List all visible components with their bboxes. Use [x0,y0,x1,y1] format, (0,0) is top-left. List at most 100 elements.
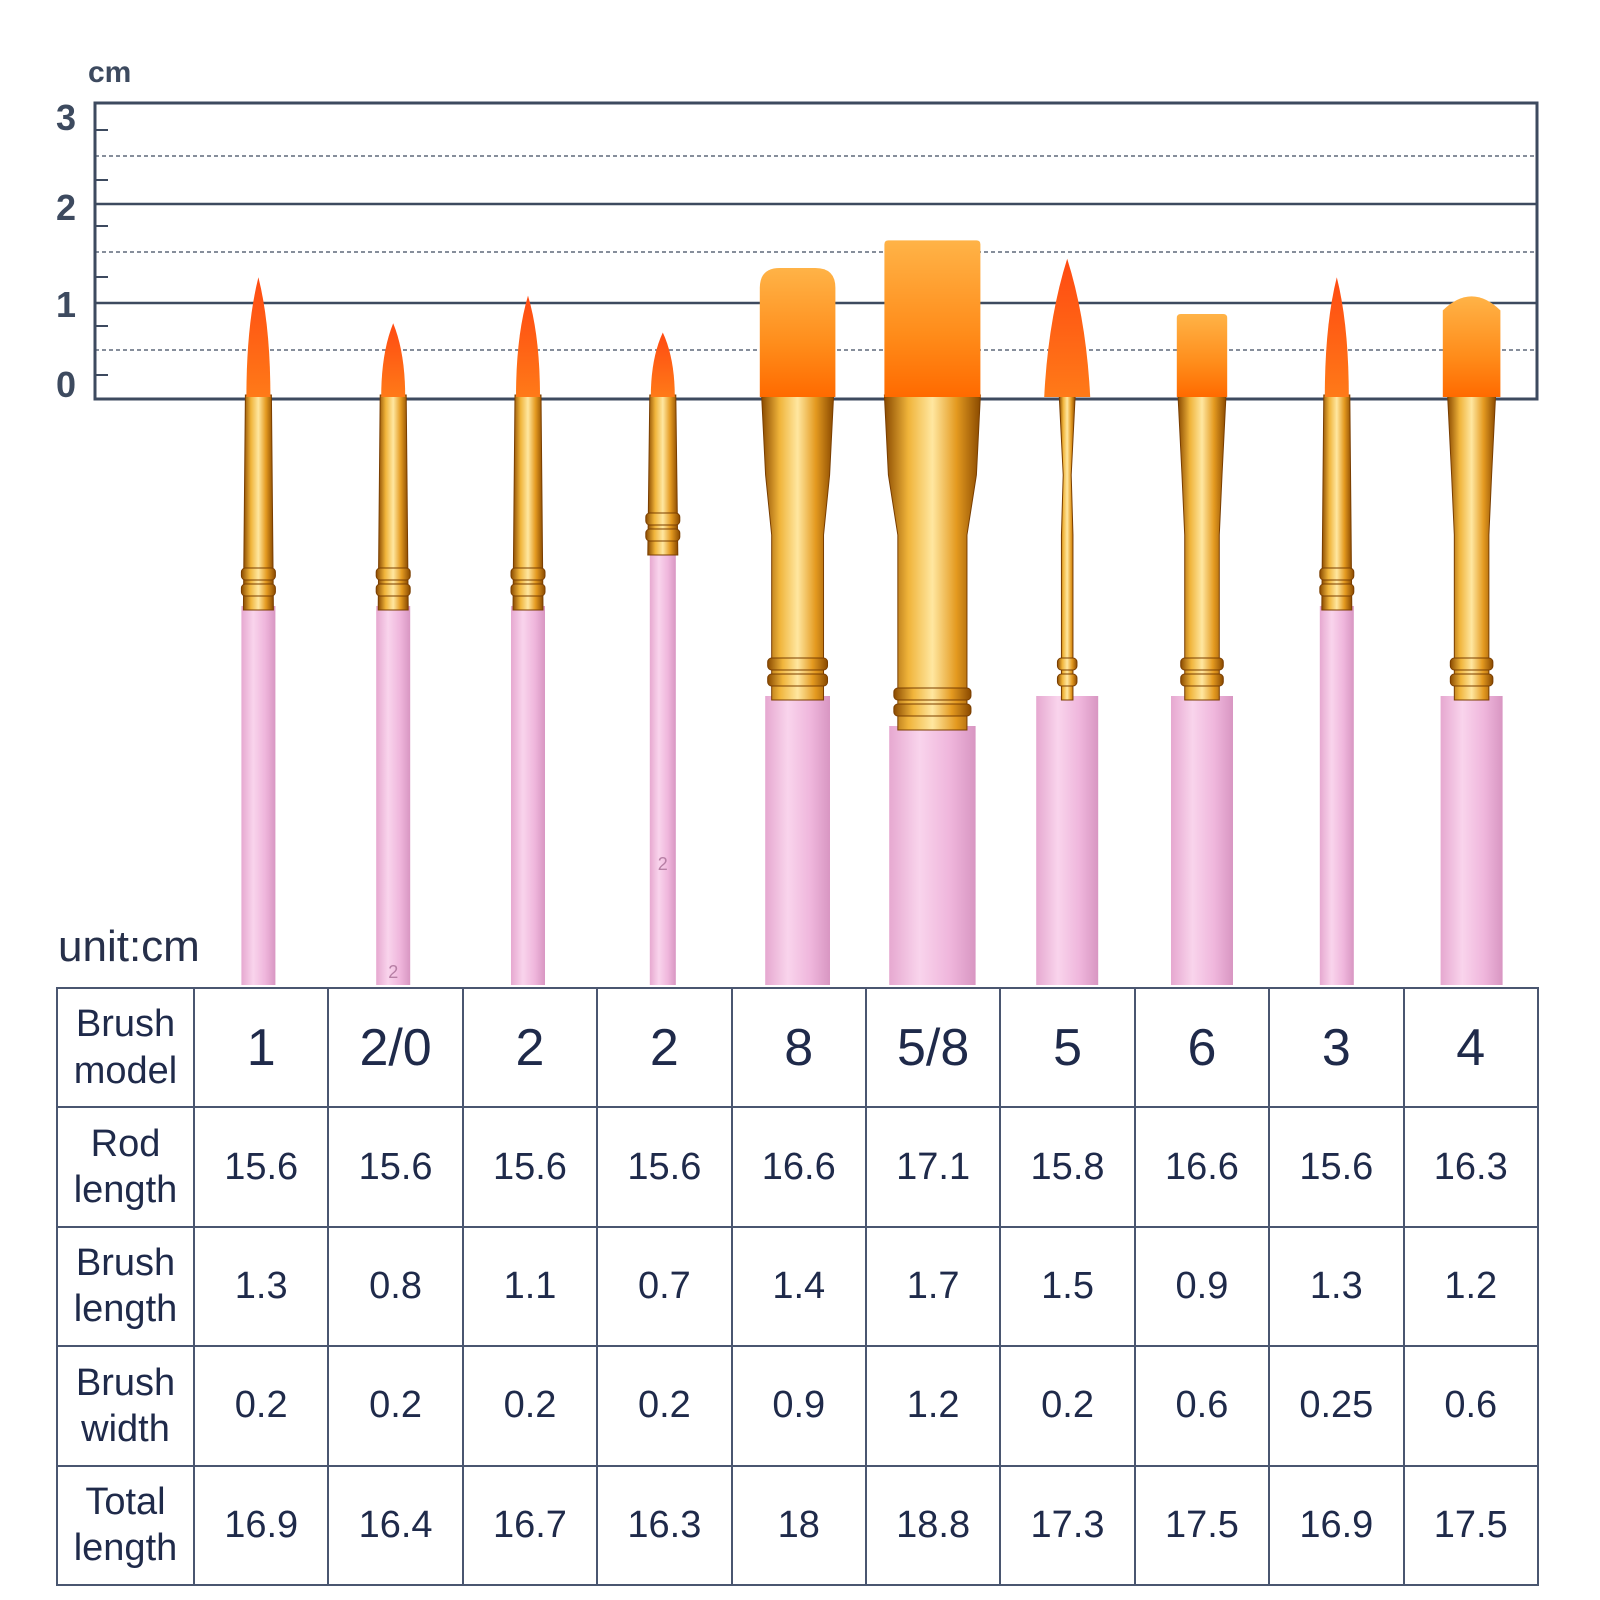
table-cell: 3 [1268,986,1405,1109]
handle-size-marking: 2 [658,854,668,874]
table-cell: 0.9 [730,1345,867,1467]
handle-size-marking: 2 [388,962,398,982]
ruler-tick-label-3: 3 [56,97,76,138]
table-cell: 0.2 [461,1345,599,1467]
brush-handle [765,696,830,985]
table-cell: 5/8 [864,986,1002,1109]
brush-bristles [516,295,540,397]
table-cell: 5 [999,986,1136,1109]
brush-set: 22 [240,240,1503,985]
ferrule-crimp [767,673,829,687]
row-header-text: length [73,1527,178,1570]
table-cell: 1 [192,986,330,1109]
row-header: Brush width [56,1345,195,1467]
row-header-text: Brush [75,1361,176,1404]
brush-ferrule [1058,394,1076,701]
ferrule-crimp [510,583,546,597]
brush-length-row: Brush length 1.3 0.8 1.1 0.7 1.4 1.7 1.5 0.9 1.3 1.… [56,1225,1540,1348]
row-header: Brush model [56,986,195,1109]
model-row: Brush model 1 2/0 2 2 8 5/8 5 6 3 4 [56,986,1540,1109]
table-cell: 4 [1402,986,1540,1109]
ferrule-crimp [645,512,681,526]
table-cell: 0.25 [1268,1345,1405,1467]
brush-4: 2 [645,332,681,985]
table-cell: 15.6 [596,1106,733,1228]
table-cell: 1.3 [1268,1225,1405,1348]
table-cell: 16.6 [730,1106,867,1228]
table-cell: 0.8 [327,1225,464,1348]
brush-handle [1036,696,1099,985]
table-cell: 15.6 [1268,1106,1405,1228]
table-cell: 18 [730,1464,867,1587]
ferrule-crimp [1180,673,1224,687]
table-cell: 18.8 [864,1464,1002,1587]
brush-handle [649,551,676,985]
brush-bristles [246,277,271,397]
table-cell: 15.6 [327,1106,464,1228]
brush-bristles [759,267,836,397]
row-header: Rod length [56,1106,195,1228]
brush-handle [241,606,276,985]
row-header-text: Brush [75,1003,176,1046]
row-header-text: length [73,1288,178,1331]
table-cell: 2 [596,986,733,1109]
brush-ferrule [883,394,981,731]
row-header-text: width [81,1407,170,1450]
table-cell: 0.6 [1133,1345,1271,1467]
brush-2: 2 [375,323,411,985]
table-cell: 16.7 [461,1464,599,1587]
total-length-row: Total length 16.9 16.4 16.7 16.3 18 18.8 17.3 17.… [56,1464,1540,1587]
ferrule-crimp [1180,657,1224,671]
row-header-text: Brush [75,1242,176,1285]
brush-bristles [650,332,675,397]
ruler-ticks [95,129,108,376]
brush-handle [1171,696,1233,985]
ferrule-crimp [1319,583,1355,597]
brush-ferrule [1447,394,1497,701]
brush-7 [1036,258,1099,985]
brush-1 [240,277,276,985]
table-cell: 2 [461,986,599,1109]
table-cell: 16.9 [192,1464,330,1587]
table-cell: 1.4 [730,1225,867,1348]
table-cell: 2/0 [327,986,464,1109]
table-cell: 15.8 [999,1106,1136,1228]
table-cell: 1.1 [461,1225,599,1348]
brush-9 [1319,277,1355,985]
ferrule-crimp [893,687,972,701]
table-cell: 1.3 [192,1225,330,1348]
rod-length-row: Rod length 15.6 15.6 15.6 15.6 16.6 17.1 15.8 16.… [56,1106,1540,1228]
table-cell: 0.7 [596,1225,733,1348]
table-cell: 16.6 [1133,1106,1271,1228]
brush-bristles [1176,314,1228,397]
brush-8 [1171,314,1233,985]
ruler-unit-label: cm [88,56,131,89]
brush-5 [759,267,836,985]
ferrule-crimp [893,703,972,717]
brush-6 [883,240,981,985]
table-cell: 17.5 [1133,1464,1271,1587]
table-cell: 0.9 [1133,1225,1271,1348]
row-header: Total length [56,1464,195,1587]
table-cell: 0.6 [1402,1345,1540,1467]
ferrule-crimp [375,567,411,581]
table-cell: 16.3 [596,1464,733,1587]
row-header-text: length [73,1169,178,1212]
table-cell: 1.7 [864,1225,1002,1348]
ferrule-crimp [1449,657,1494,671]
unit-label: unit:cm [58,922,200,971]
brush-bristles [381,323,406,397]
brush-10 [1440,296,1503,985]
brush-3 [510,295,546,985]
ferrule-crimp [645,528,681,542]
table-cell: 1.2 [864,1345,1002,1467]
ruler-tick-label-1: 1 [56,284,76,325]
table-cell: 0.2 [596,1345,733,1467]
table-cell: 17.1 [864,1106,1002,1228]
ferrule-crimp [1056,657,1078,671]
row-header-text: Total [85,1480,166,1523]
table-cell: 17.5 [1402,1464,1540,1587]
row-header: Brush length [56,1225,195,1348]
ferrule-crimp [1319,567,1355,581]
row-header-text: model [73,1049,178,1092]
